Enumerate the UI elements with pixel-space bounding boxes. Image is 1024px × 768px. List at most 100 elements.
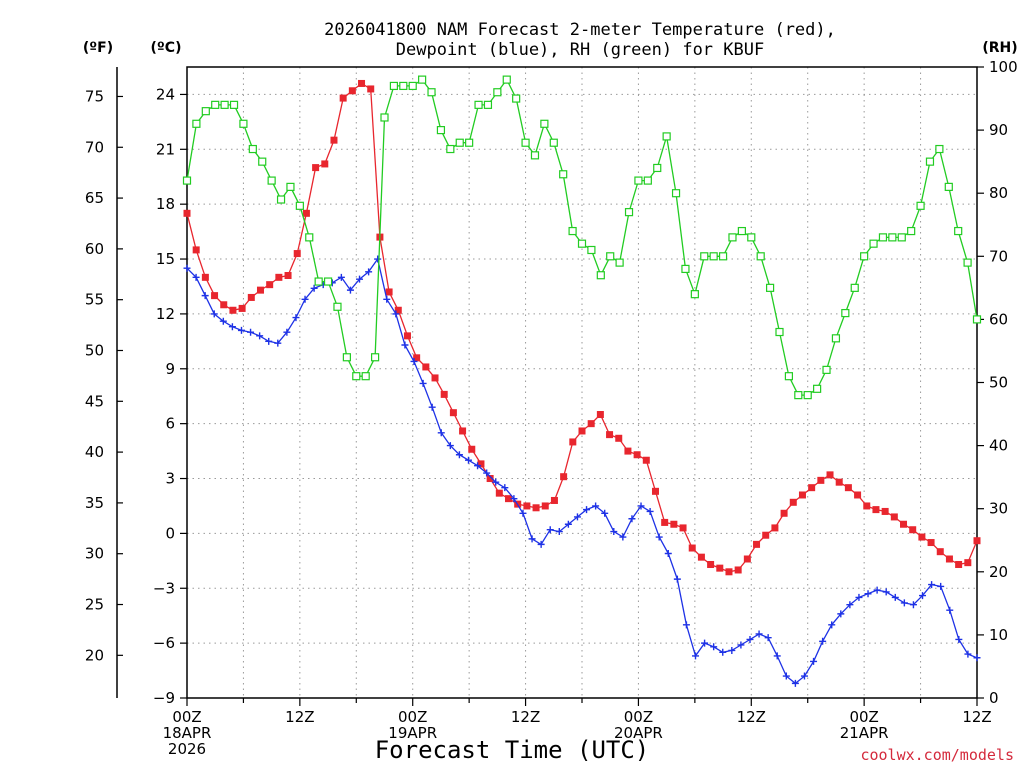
x-tick-label: 12Z bbox=[285, 708, 314, 726]
data-point bbox=[737, 641, 745, 649]
data-point bbox=[944, 182, 953, 191]
x-tick-label: 00Z bbox=[849, 708, 878, 726]
data-point bbox=[662, 132, 671, 141]
data-point bbox=[229, 306, 237, 314]
fahrenheit-tick-label: 35 bbox=[85, 494, 104, 512]
data-point bbox=[653, 163, 662, 173]
data-point bbox=[583, 506, 591, 514]
data-point bbox=[789, 498, 797, 506]
data-point bbox=[192, 246, 200, 254]
data-point bbox=[831, 334, 841, 343]
data-point bbox=[719, 648, 727, 656]
data-point bbox=[431, 374, 439, 382]
data-point bbox=[410, 357, 418, 365]
celsius-tick-label: 12 bbox=[156, 305, 175, 323]
data-point bbox=[628, 515, 636, 523]
celsius-tick-label: −3 bbox=[153, 579, 175, 597]
data-point bbox=[446, 144, 455, 154]
fahrenheit-tick-label: 60 bbox=[85, 240, 104, 258]
data-point bbox=[909, 526, 917, 534]
data-point bbox=[925, 157, 935, 166]
data-point bbox=[606, 252, 615, 261]
data-point bbox=[182, 176, 192, 185]
data-point bbox=[972, 315, 982, 324]
data-point bbox=[846, 601, 854, 609]
data-point bbox=[909, 601, 917, 609]
credit-text: coolwx.com/models bbox=[860, 746, 1014, 764]
data-point bbox=[601, 509, 609, 517]
data-point bbox=[737, 226, 746, 236]
data-point bbox=[697, 553, 705, 561]
data-point bbox=[954, 226, 963, 236]
data-point bbox=[791, 679, 799, 687]
x-tick-label: 12Z bbox=[737, 708, 766, 726]
data-point bbox=[346, 286, 354, 294]
data-point bbox=[813, 384, 822, 393]
data-point bbox=[881, 507, 889, 515]
data-point bbox=[734, 566, 742, 574]
data-point bbox=[446, 442, 454, 450]
data-point bbox=[310, 284, 318, 292]
x-tick-label: 19APR bbox=[388, 724, 437, 742]
data-point bbox=[564, 520, 572, 528]
rh-tick-label: 0 bbox=[989, 689, 999, 707]
data-point bbox=[690, 290, 699, 299]
data-point bbox=[900, 520, 908, 528]
left-unit-fahrenheit: (ºF) bbox=[83, 40, 113, 56]
data-point bbox=[358, 79, 366, 87]
data-point bbox=[427, 88, 436, 97]
data-point bbox=[700, 252, 709, 261]
data-point bbox=[449, 409, 457, 417]
data-point bbox=[293, 250, 301, 258]
data-point bbox=[256, 332, 264, 340]
data-point bbox=[710, 643, 718, 651]
data-point bbox=[510, 495, 518, 503]
data-point bbox=[873, 586, 881, 594]
celsius-tick-label: 3 bbox=[165, 470, 175, 488]
data-point bbox=[835, 478, 843, 486]
data-point bbox=[634, 176, 643, 185]
data-point bbox=[530, 151, 540, 160]
data-point bbox=[237, 326, 245, 334]
data-point bbox=[201, 292, 209, 300]
data-point bbox=[888, 233, 897, 242]
data-point bbox=[728, 646, 736, 654]
celsius-tick-label: 6 bbox=[165, 415, 175, 433]
data-point bbox=[419, 379, 427, 387]
data-point bbox=[505, 495, 513, 503]
data-point bbox=[211, 100, 220, 109]
data-point bbox=[302, 209, 310, 217]
data-point bbox=[267, 176, 276, 185]
data-point bbox=[828, 621, 836, 629]
data-point bbox=[474, 462, 482, 470]
x-tick-label: 12Z bbox=[962, 708, 991, 726]
data-point bbox=[283, 328, 291, 336]
data-point bbox=[878, 233, 888, 242]
data-point bbox=[587, 245, 596, 255]
data-point bbox=[573, 513, 581, 521]
data-point bbox=[850, 283, 859, 292]
data-point bbox=[661, 518, 669, 526]
x-tick-label: 18APR bbox=[163, 724, 212, 742]
right-unit-rh: (RH) bbox=[982, 40, 1017, 56]
celsius-tick-label: 0 bbox=[165, 524, 175, 542]
data-point bbox=[707, 560, 715, 568]
data-point bbox=[229, 100, 239, 109]
data-point bbox=[389, 81, 399, 91]
data-point bbox=[568, 226, 577, 236]
data-point bbox=[418, 75, 427, 84]
data-point bbox=[756, 252, 765, 261]
data-point bbox=[709, 252, 718, 261]
data-point bbox=[817, 476, 825, 484]
data-point bbox=[286, 182, 295, 191]
data-point bbox=[337, 273, 345, 281]
fahrenheit-tick-label: 50 bbox=[85, 341, 104, 359]
fahrenheit-tick-label: 65 bbox=[85, 189, 104, 207]
data-point bbox=[775, 327, 784, 337]
data-point bbox=[541, 502, 549, 510]
data-point bbox=[765, 283, 775, 292]
data-point bbox=[679, 524, 687, 532]
data-point bbox=[651, 487, 659, 495]
data-point bbox=[826, 471, 834, 479]
data-point bbox=[854, 491, 862, 499]
